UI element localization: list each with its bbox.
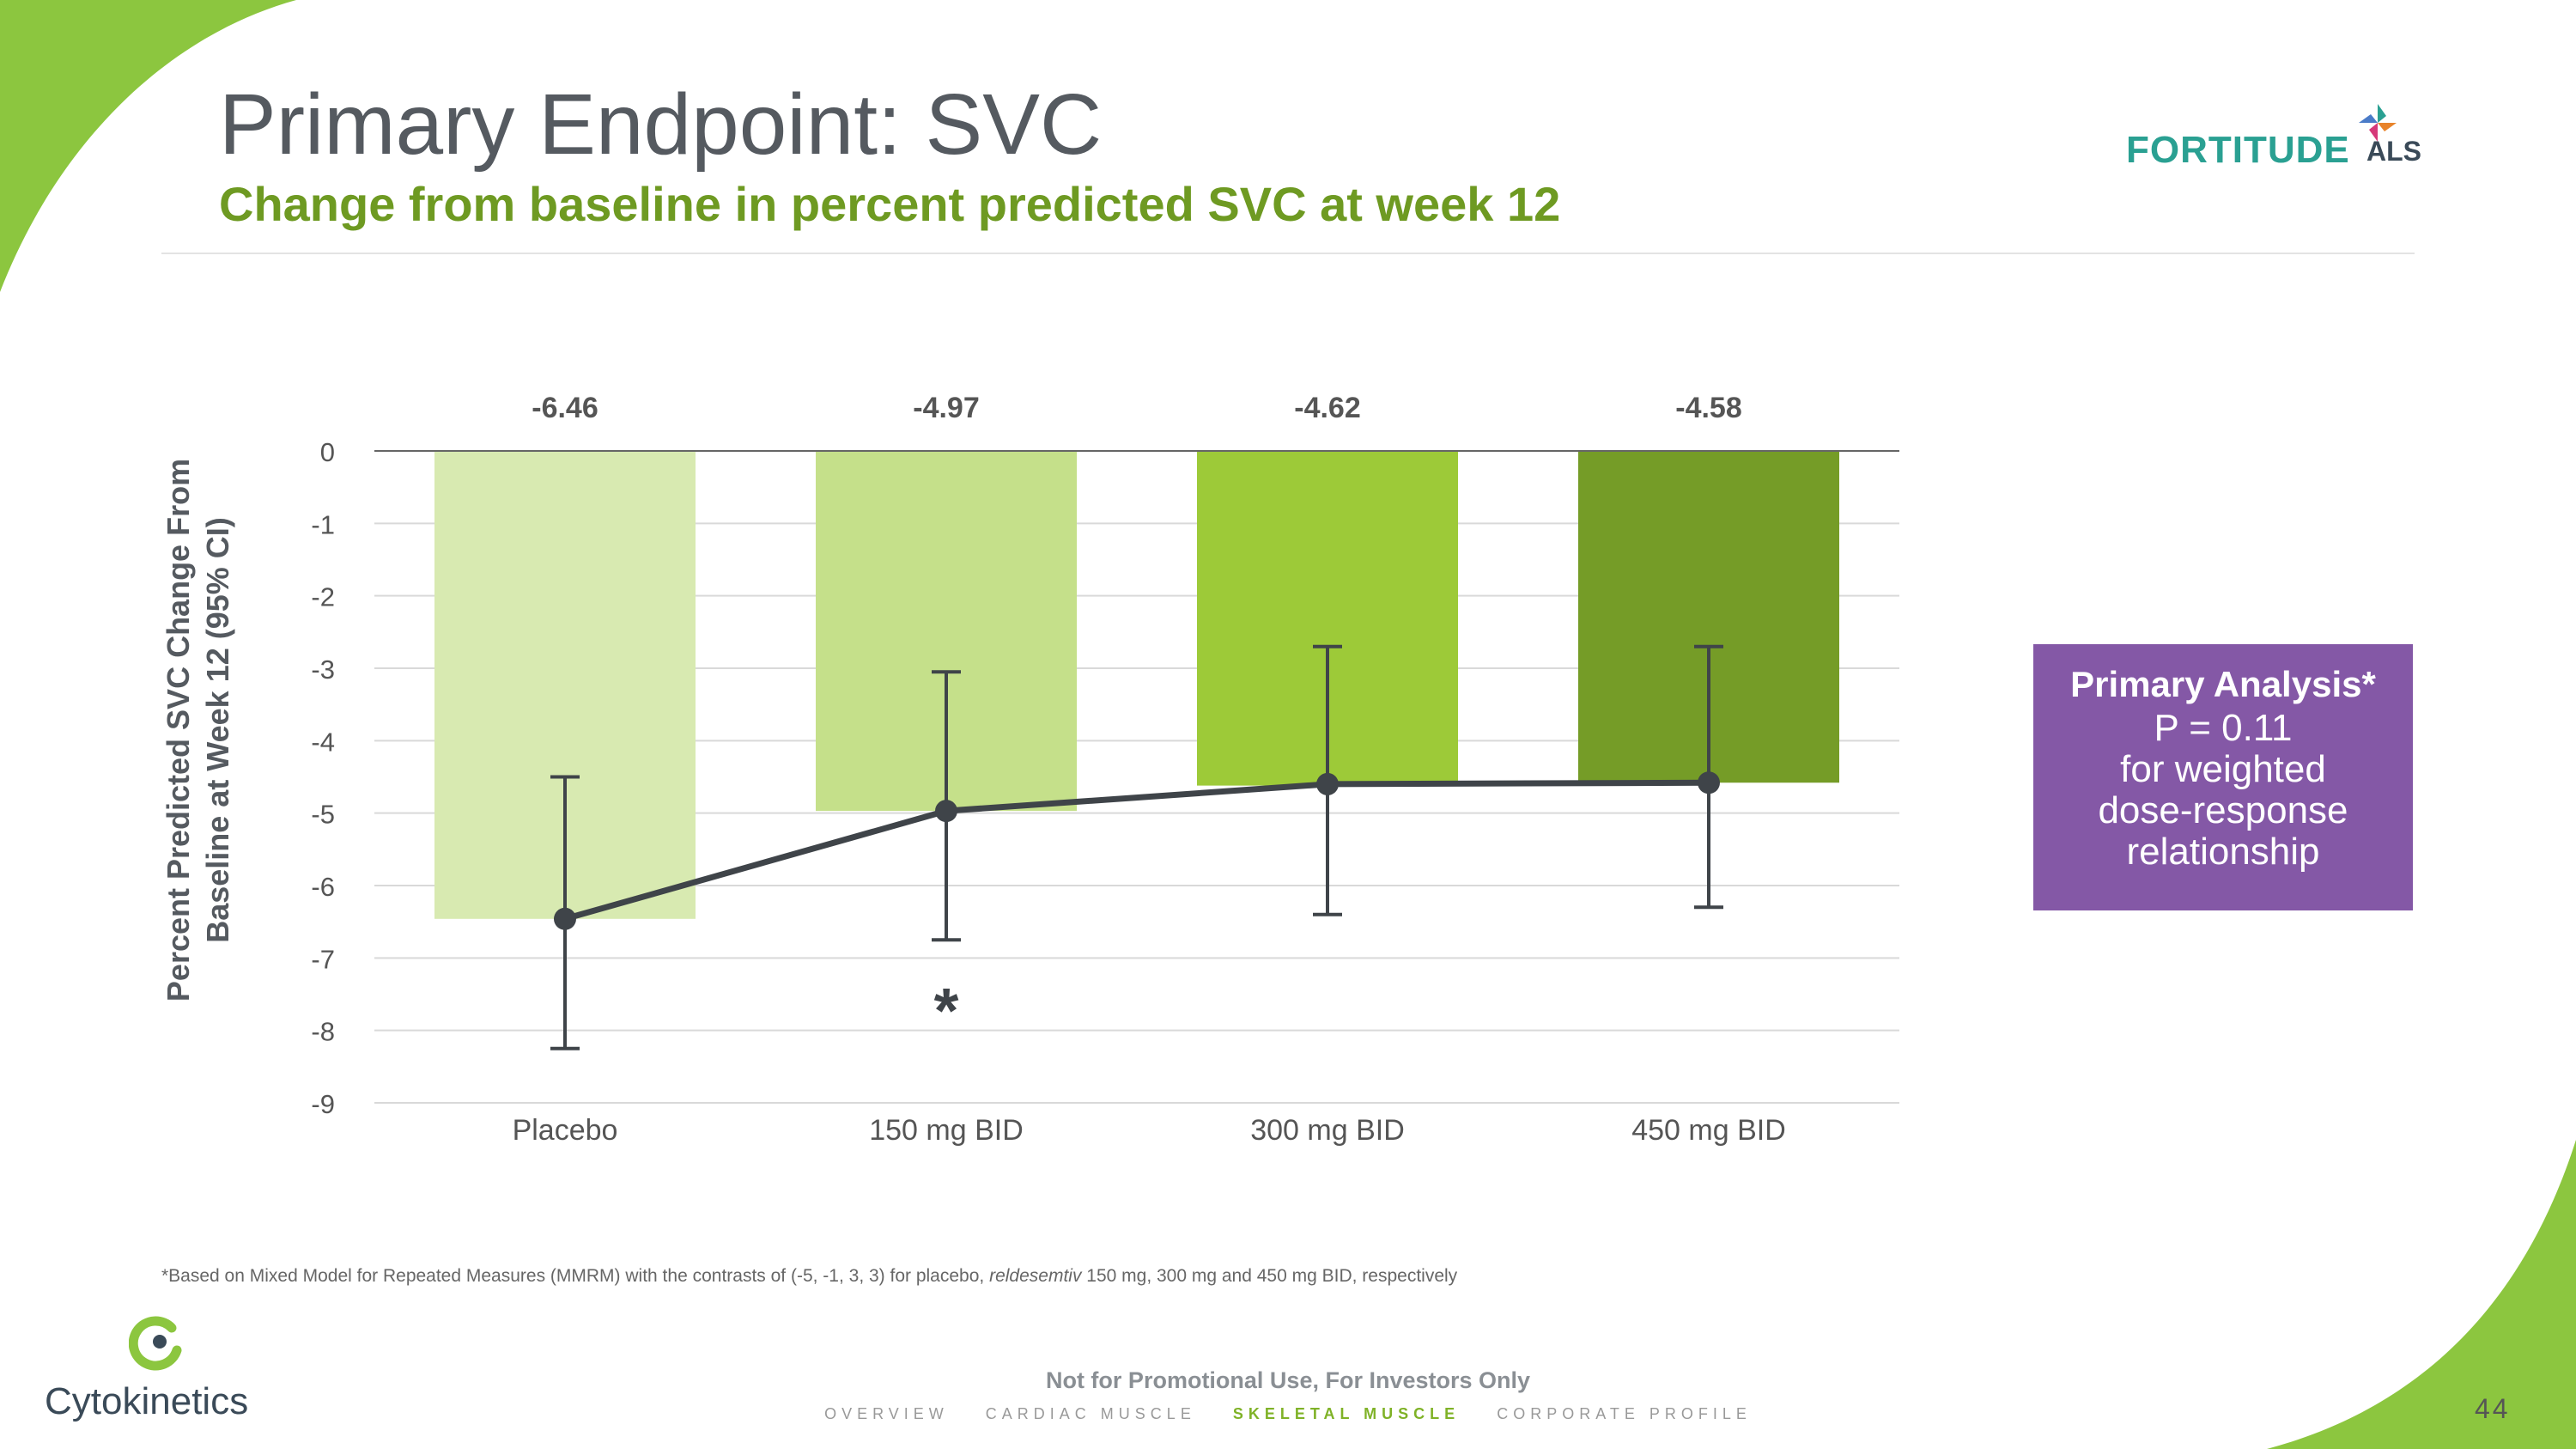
category-label-4: 450 mg BID (1631, 1114, 1786, 1147)
y-axis-title-line-1: Percent Predicted SVC Change From (161, 459, 196, 1002)
footnote-text-start: *Based on Mixed Model for Repeated Measu… (161, 1266, 990, 1286)
y-tick-label-4: -4 (311, 727, 335, 757)
corner-decoration-bottom-right (2267, 1140, 2576, 1449)
analysis-line-1: P = 0.11 (2154, 707, 2293, 749)
value-label-1: -6.46 (532, 392, 598, 424)
significance-asterisk: * (934, 975, 959, 1046)
analysis-line-4: relationship (2126, 831, 2320, 873)
footnote: *Based on Mixed Model for Repeated Measu… (161, 1266, 1457, 1287)
analysis-line-3: dose-response (2098, 789, 2348, 831)
nav-overview[interactable]: OVERVIEW (824, 1405, 949, 1422)
y-tick-label-1: -1 (311, 509, 335, 539)
footnote-text-end: 150 mg, 300 mg and 450 mg BID, respectiv… (1081, 1266, 1458, 1286)
category-label-1: Placebo (513, 1114, 618, 1147)
value-label-3: -4.62 (1294, 392, 1361, 424)
investor-disclaimer: Not for Promotional Use, For Investors O… (1045, 1367, 1531, 1393)
pinwheel-icon (2359, 104, 2397, 142)
page-title: Primary Endpoint: SVC (219, 76, 1103, 173)
y-tick-label-9: -9 (311, 1089, 335, 1119)
section-nav: OVERVIEW CARDIAC MUSCLE SKELETAL MUSCLE … (0, 1405, 2576, 1423)
y-tick-label-3: -3 (311, 654, 335, 685)
y-axis-title-line-2: Baseline at Week 12 (95% CI) (200, 517, 235, 943)
analysis-line-2: for weighted (2120, 748, 2326, 790)
category-label-2: 150 mg BID (869, 1114, 1024, 1147)
footnote-drug-name: reldesemtiv (989, 1266, 1082, 1286)
value-label-4: -4.58 (1675, 392, 1742, 424)
category-label-3: 300 mg BID (1250, 1114, 1405, 1147)
y-tick-label-5: -5 (311, 800, 335, 830)
y-tick-label-6: -6 (311, 872, 335, 902)
mean-marker-1 (554, 907, 576, 930)
mean-marker-4 (1698, 771, 1720, 795)
y-tick-label-2: -2 (311, 582, 335, 612)
nav-corporate-profile[interactable]: CORPORATE PROFILE (1497, 1405, 1752, 1422)
page-number: 44 (2475, 1393, 2511, 1424)
fortitude-logo-suffix: ALS (2366, 136, 2421, 167)
y-tick-label-8: -8 (311, 1017, 335, 1047)
nav-skeletal-muscle[interactable]: SKELETAL MUSCLE (1232, 1405, 1461, 1422)
mean-marker-2 (935, 800, 957, 823)
page-subtitle: Change from baseline in percent predicte… (219, 177, 1561, 231)
value-label-2: -4.97 (913, 392, 980, 424)
y-tick-label-7: -7 (311, 944, 335, 974)
analysis-heading: Primary Analysis* (2070, 664, 2376, 704)
title-divider (161, 253, 2415, 254)
primary-analysis-box: Primary Analysis* P = 0.11 for weighted … (2033, 644, 2413, 910)
cytokinetics-logo-icon (129, 1316, 182, 1371)
company-name: Cytokinetics (45, 1380, 249, 1422)
mean-marker-3 (1316, 772, 1339, 795)
corner-decoration-top-left (0, 0, 296, 292)
fortitude-logo-word: FORTITUDE (2126, 129, 2350, 171)
y-tick-label-0: 0 (320, 437, 335, 467)
mean-trend-line (564, 779, 1710, 922)
nav-cardiac-muscle[interactable]: CARDIAC MUSCLE (985, 1405, 1196, 1422)
